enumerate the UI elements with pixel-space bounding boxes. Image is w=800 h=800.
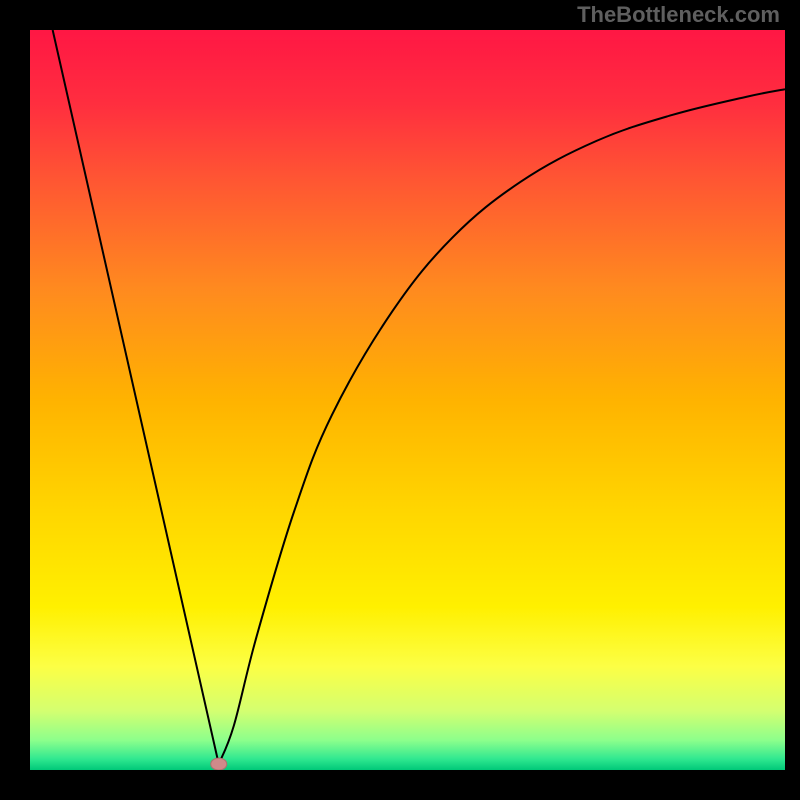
bottleneck-curve (53, 30, 785, 764)
minimum-marker (211, 758, 227, 770)
watermark-text: TheBottleneck.com (577, 2, 780, 28)
curve-layer (30, 30, 785, 770)
chart-container: TheBottleneck.com (0, 0, 800, 800)
plot-area (30, 30, 785, 770)
